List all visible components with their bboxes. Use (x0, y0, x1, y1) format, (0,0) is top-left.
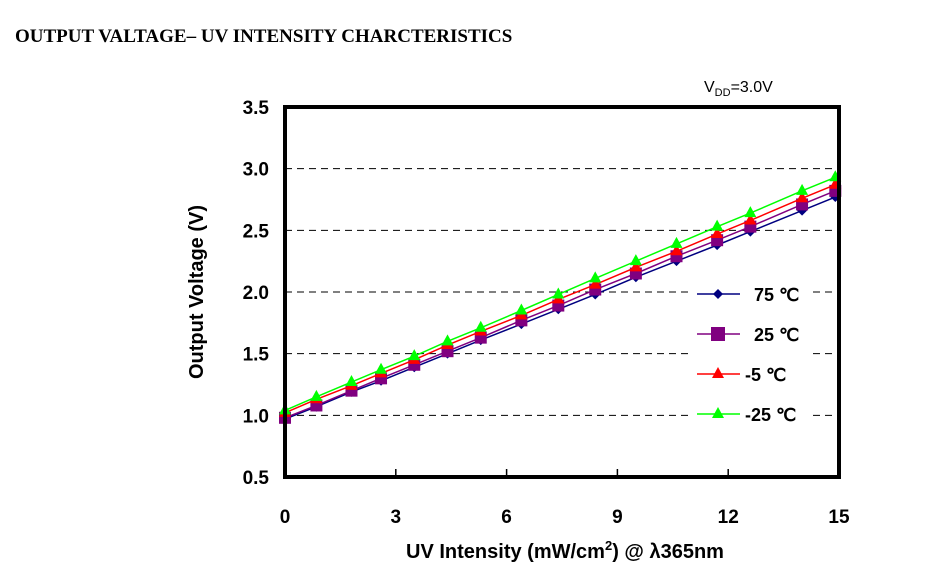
y-tick-label: 2.5 (243, 221, 270, 242)
legend-label: 75 ℃ (754, 285, 799, 305)
x-tick-label: 12 (718, 507, 739, 528)
y-axis-label: Output Voltage (V) (186, 205, 208, 379)
triangle-marker (670, 236, 683, 248)
triangle-marker (441, 334, 454, 346)
triangle-marker (629, 254, 642, 266)
triangle-marker (796, 183, 809, 195)
triangle-marker (670, 244, 683, 256)
triangle-marker (712, 367, 724, 378)
legend-label: 25 ℃ (754, 325, 799, 345)
y-tick-label: 0.5 (243, 468, 270, 489)
x-tick-label: 0 (280, 507, 291, 528)
triangle-marker (375, 362, 388, 374)
y-tick-label: 3.5 (243, 98, 270, 119)
triangle-marker (629, 260, 642, 272)
triangle-marker (515, 303, 528, 315)
legend-label: -25 ℃ (745, 405, 796, 425)
triangle-marker (589, 277, 602, 289)
series-line (284, 196, 836, 420)
x-tick-label: 3 (391, 507, 402, 528)
triangle-marker (589, 271, 602, 283)
y-tick-label: 1.0 (243, 406, 269, 427)
y-tick-label: 2.0 (243, 283, 269, 304)
triangle-marker (712, 407, 724, 418)
x-axis-label: UV Intensity (mW/cm2) @ λ365nm (406, 538, 724, 563)
square-marker (711, 327, 725, 341)
y-tick-label: 3.0 (243, 160, 269, 181)
chart-title: OUTPUT VALTAGE– UV INTENSITY CHARCTERIST… (15, 26, 513, 47)
triangle-marker (408, 349, 421, 361)
x-tick-label: 15 (828, 507, 850, 528)
triangle-marker (796, 191, 809, 203)
triangle-marker (711, 219, 724, 231)
series-line (284, 184, 836, 414)
triangle-marker (744, 213, 757, 225)
series-line (284, 176, 836, 412)
diamond-marker (713, 289, 723, 299)
triangle-marker (711, 227, 724, 239)
legend-label: -5 ℃ (745, 365, 786, 385)
legend-box (690, 272, 810, 432)
plot-frame (283, 105, 841, 479)
x-tick-label: 6 (501, 507, 512, 528)
triangle-marker (310, 389, 323, 401)
triangle-marker (744, 206, 757, 218)
x-tick-label: 9 (612, 507, 623, 528)
triangle-marker (474, 320, 487, 332)
series-line (284, 190, 836, 419)
vdd-annotation: VDD=3.0V (704, 79, 773, 99)
triangle-marker (552, 287, 565, 299)
triangle-marker (345, 375, 358, 387)
y-tick-label: 1.5 (243, 345, 270, 366)
